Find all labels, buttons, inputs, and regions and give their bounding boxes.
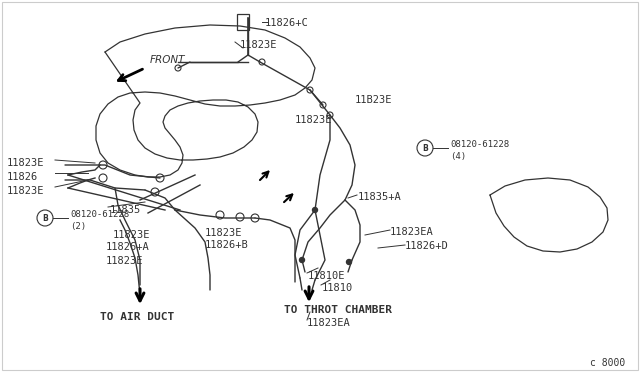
Text: 11835: 11835 [110,205,141,215]
Text: 11810: 11810 [322,283,353,293]
Text: 11823EA: 11823EA [307,318,351,328]
Text: 11823E: 11823E [106,256,143,266]
Text: 11823E: 11823E [240,40,278,50]
Text: 11823EA: 11823EA [390,227,434,237]
Text: (4): (4) [450,151,466,160]
Text: TO THROT CHAMBER: TO THROT CHAMBER [284,305,392,315]
Text: (2): (2) [70,221,86,231]
Text: B: B [42,214,48,222]
Text: 08120-61228: 08120-61228 [450,140,509,148]
Text: FRONT: FRONT [150,55,186,65]
Text: 11826+D: 11826+D [405,241,449,251]
Text: 11823E: 11823E [113,230,150,240]
Circle shape [312,208,317,212]
Text: 11823E: 11823E [7,158,45,168]
Text: 11810E: 11810E [308,271,346,281]
Text: 11823E: 11823E [295,115,333,125]
Text: 11826+B: 11826+B [205,240,249,250]
Text: 11823E: 11823E [7,186,45,196]
Text: TO AIR DUCT: TO AIR DUCT [100,312,174,322]
Circle shape [300,257,305,263]
Text: 11826+A: 11826+A [106,242,150,252]
Text: 11823E: 11823E [205,228,243,238]
Circle shape [346,260,351,264]
Text: 11826+C: 11826+C [265,18,308,28]
Text: c 8000: c 8000 [590,358,625,368]
Text: 11B23E: 11B23E [355,95,392,105]
Text: 11835+A: 11835+A [358,192,402,202]
Text: B: B [422,144,428,153]
Text: 11826: 11826 [7,172,38,182]
Text: 08120-61228: 08120-61228 [70,209,129,218]
FancyBboxPatch shape [237,14,249,30]
